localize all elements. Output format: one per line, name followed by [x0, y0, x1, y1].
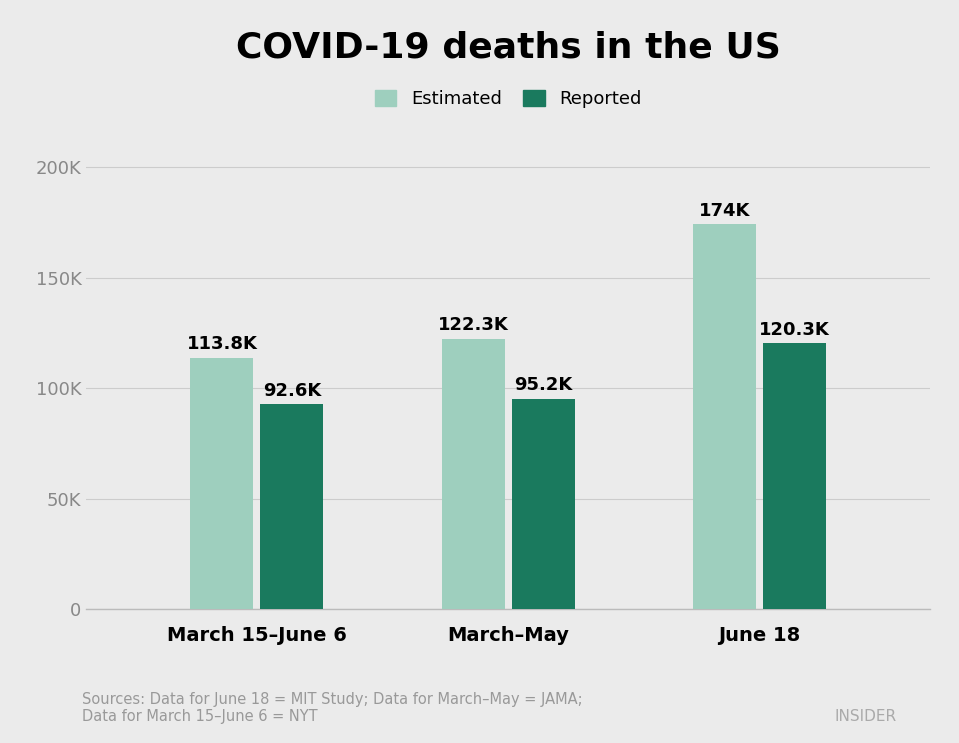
Bar	[442, 339, 504, 609]
Bar	[693, 224, 756, 609]
Text: INSIDER: INSIDER	[834, 710, 897, 724]
Text: 122.3K: 122.3K	[438, 317, 508, 334]
Bar	[261, 404, 323, 609]
Bar	[512, 399, 574, 609]
Text: 92.6K: 92.6K	[263, 382, 321, 400]
Text: 95.2K: 95.2K	[514, 376, 573, 395]
Text: 113.8K: 113.8K	[186, 335, 257, 353]
Title: COVID-19 deaths in the US: COVID-19 deaths in the US	[236, 30, 781, 65]
Bar	[763, 343, 826, 609]
Text: 174K: 174K	[699, 202, 750, 220]
Text: 120.3K: 120.3K	[760, 321, 830, 339]
Legend: Estimated, Reported: Estimated, Reported	[365, 81, 651, 117]
Bar	[191, 357, 253, 609]
Text: Sources: Data for June 18 = MIT Study; Data for March–May = JAMA;
Data for March: Sources: Data for June 18 = MIT Study; D…	[82, 692, 582, 724]
